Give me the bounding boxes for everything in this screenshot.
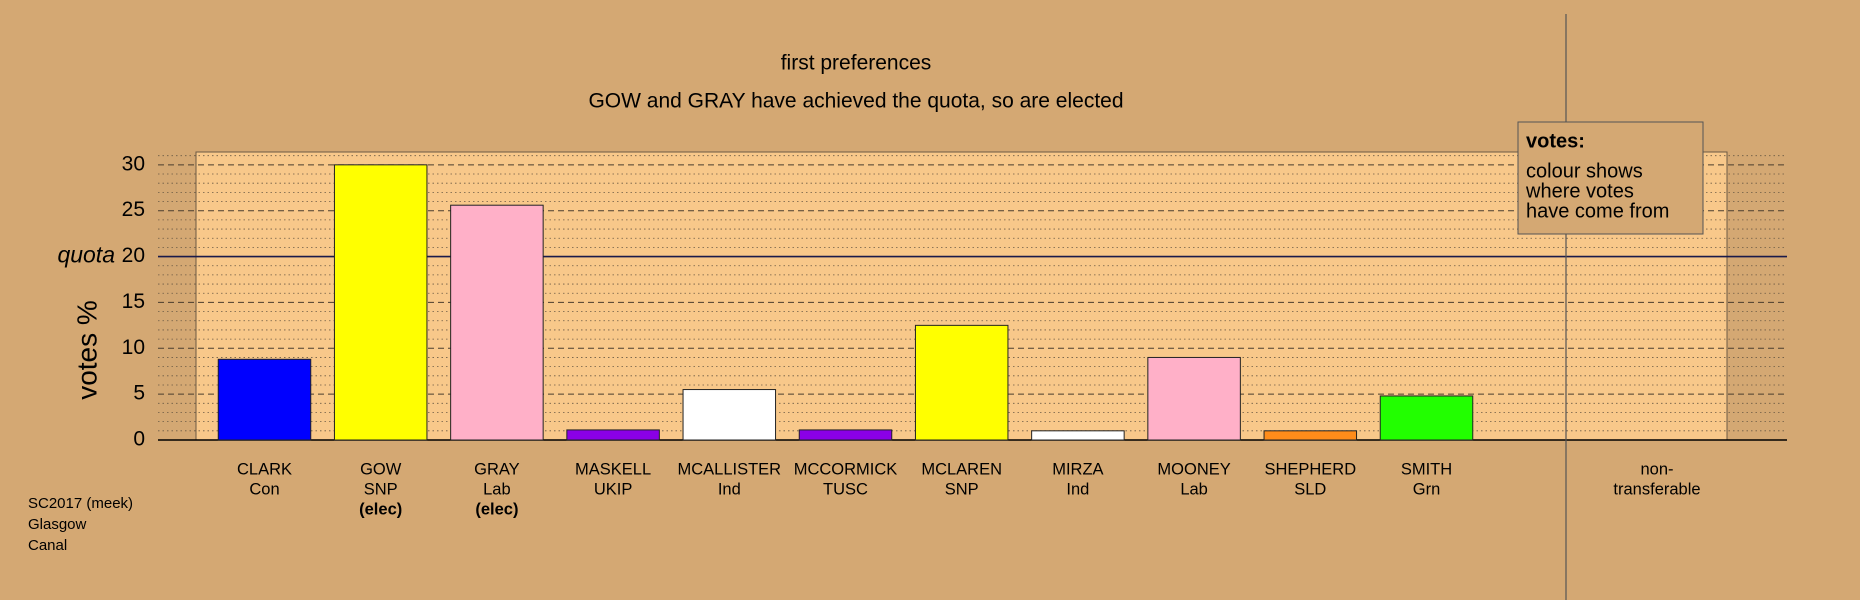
- x-tick-sublabel: UKIP: [594, 480, 633, 498]
- x-tick-label: SHEPHERD: [1264, 460, 1356, 478]
- x-tick-label: non-: [1640, 460, 1673, 478]
- x-tick-label: SMITH: [1401, 460, 1452, 478]
- elected-label: (elec): [475, 500, 518, 518]
- x-tick-sublabel: Con: [249, 480, 279, 498]
- x-tick-sublabel: SLD: [1294, 480, 1326, 498]
- footnote: SC2017 (meek): [28, 495, 133, 512]
- bar: [1379, 395, 1474, 441]
- legend-text: have come from: [1526, 200, 1669, 222]
- x-tick-label: MOONEY: [1157, 460, 1230, 478]
- legend-box: [1517, 121, 1704, 235]
- legend-title: votes:: [1526, 130, 1585, 152]
- quota-label: quota: [57, 242, 115, 268]
- y-tick-label: 5: [133, 382, 145, 405]
- bar: [1147, 356, 1241, 441]
- x-tick-sublabel: Grn: [1413, 480, 1441, 498]
- y-tick-label: 0: [133, 428, 145, 451]
- x-tick-sublabel: Lab: [1180, 480, 1208, 498]
- x-tick-label: MIRZA: [1052, 460, 1103, 478]
- footnote: Glasgow: [28, 516, 87, 533]
- x-tick-sublabel: transferable: [1613, 480, 1700, 498]
- y-tick-label: 20: [122, 244, 145, 267]
- bar: [914, 324, 1009, 441]
- bar: [217, 358, 312, 441]
- bar: [682, 389, 777, 441]
- bar: [1031, 430, 1125, 441]
- y-tick-label: 25: [122, 198, 145, 221]
- bar: [798, 429, 893, 441]
- y-tick-label: 30: [122, 152, 145, 175]
- legend-text: where votes: [1525, 180, 1634, 202]
- plot: 0 5 10 15 20 25 30 quota CLARK Con GOW SNP (elec) GRA…: [57, 152, 1787, 518]
- bar: [566, 429, 660, 441]
- chart-subtitle: GOW and GRAY have achieved the quota, so…: [588, 90, 1123, 113]
- x-tick-label: CLARK: [237, 460, 292, 478]
- x-tick-label: MCLAREN: [921, 460, 1002, 478]
- x-tick-sublabel: SNP: [945, 480, 979, 498]
- legend-text: colour shows: [1526, 160, 1643, 182]
- bar: [1263, 430, 1358, 441]
- x-tick-label: MCALLISTER: [677, 460, 781, 478]
- x-tick-sublabel: TUSC: [823, 480, 868, 498]
- x-tick-label: MCCORMICK: [794, 460, 898, 478]
- y-tick-label: 15: [122, 290, 145, 313]
- bar: [450, 204, 544, 441]
- x-tick-label: MASKELL: [575, 460, 651, 478]
- footnote: Canal: [28, 537, 67, 554]
- y-tick-label: 10: [122, 336, 145, 359]
- x-tick-label: GRAY: [474, 460, 520, 478]
- chart-title: first preferences: [781, 52, 932, 75]
- x-tick-sublabel: SNP: [364, 480, 398, 498]
- x-tick-sublabel: Ind: [718, 480, 741, 498]
- elected-label: (elec): [359, 500, 402, 518]
- x-tick-sublabel: Ind: [1066, 480, 1089, 498]
- x-tick-sublabel: Lab: [483, 480, 511, 498]
- y-axis-label: votes %: [71, 300, 102, 400]
- bar: [333, 164, 428, 441]
- x-tick-label: GOW: [360, 460, 402, 478]
